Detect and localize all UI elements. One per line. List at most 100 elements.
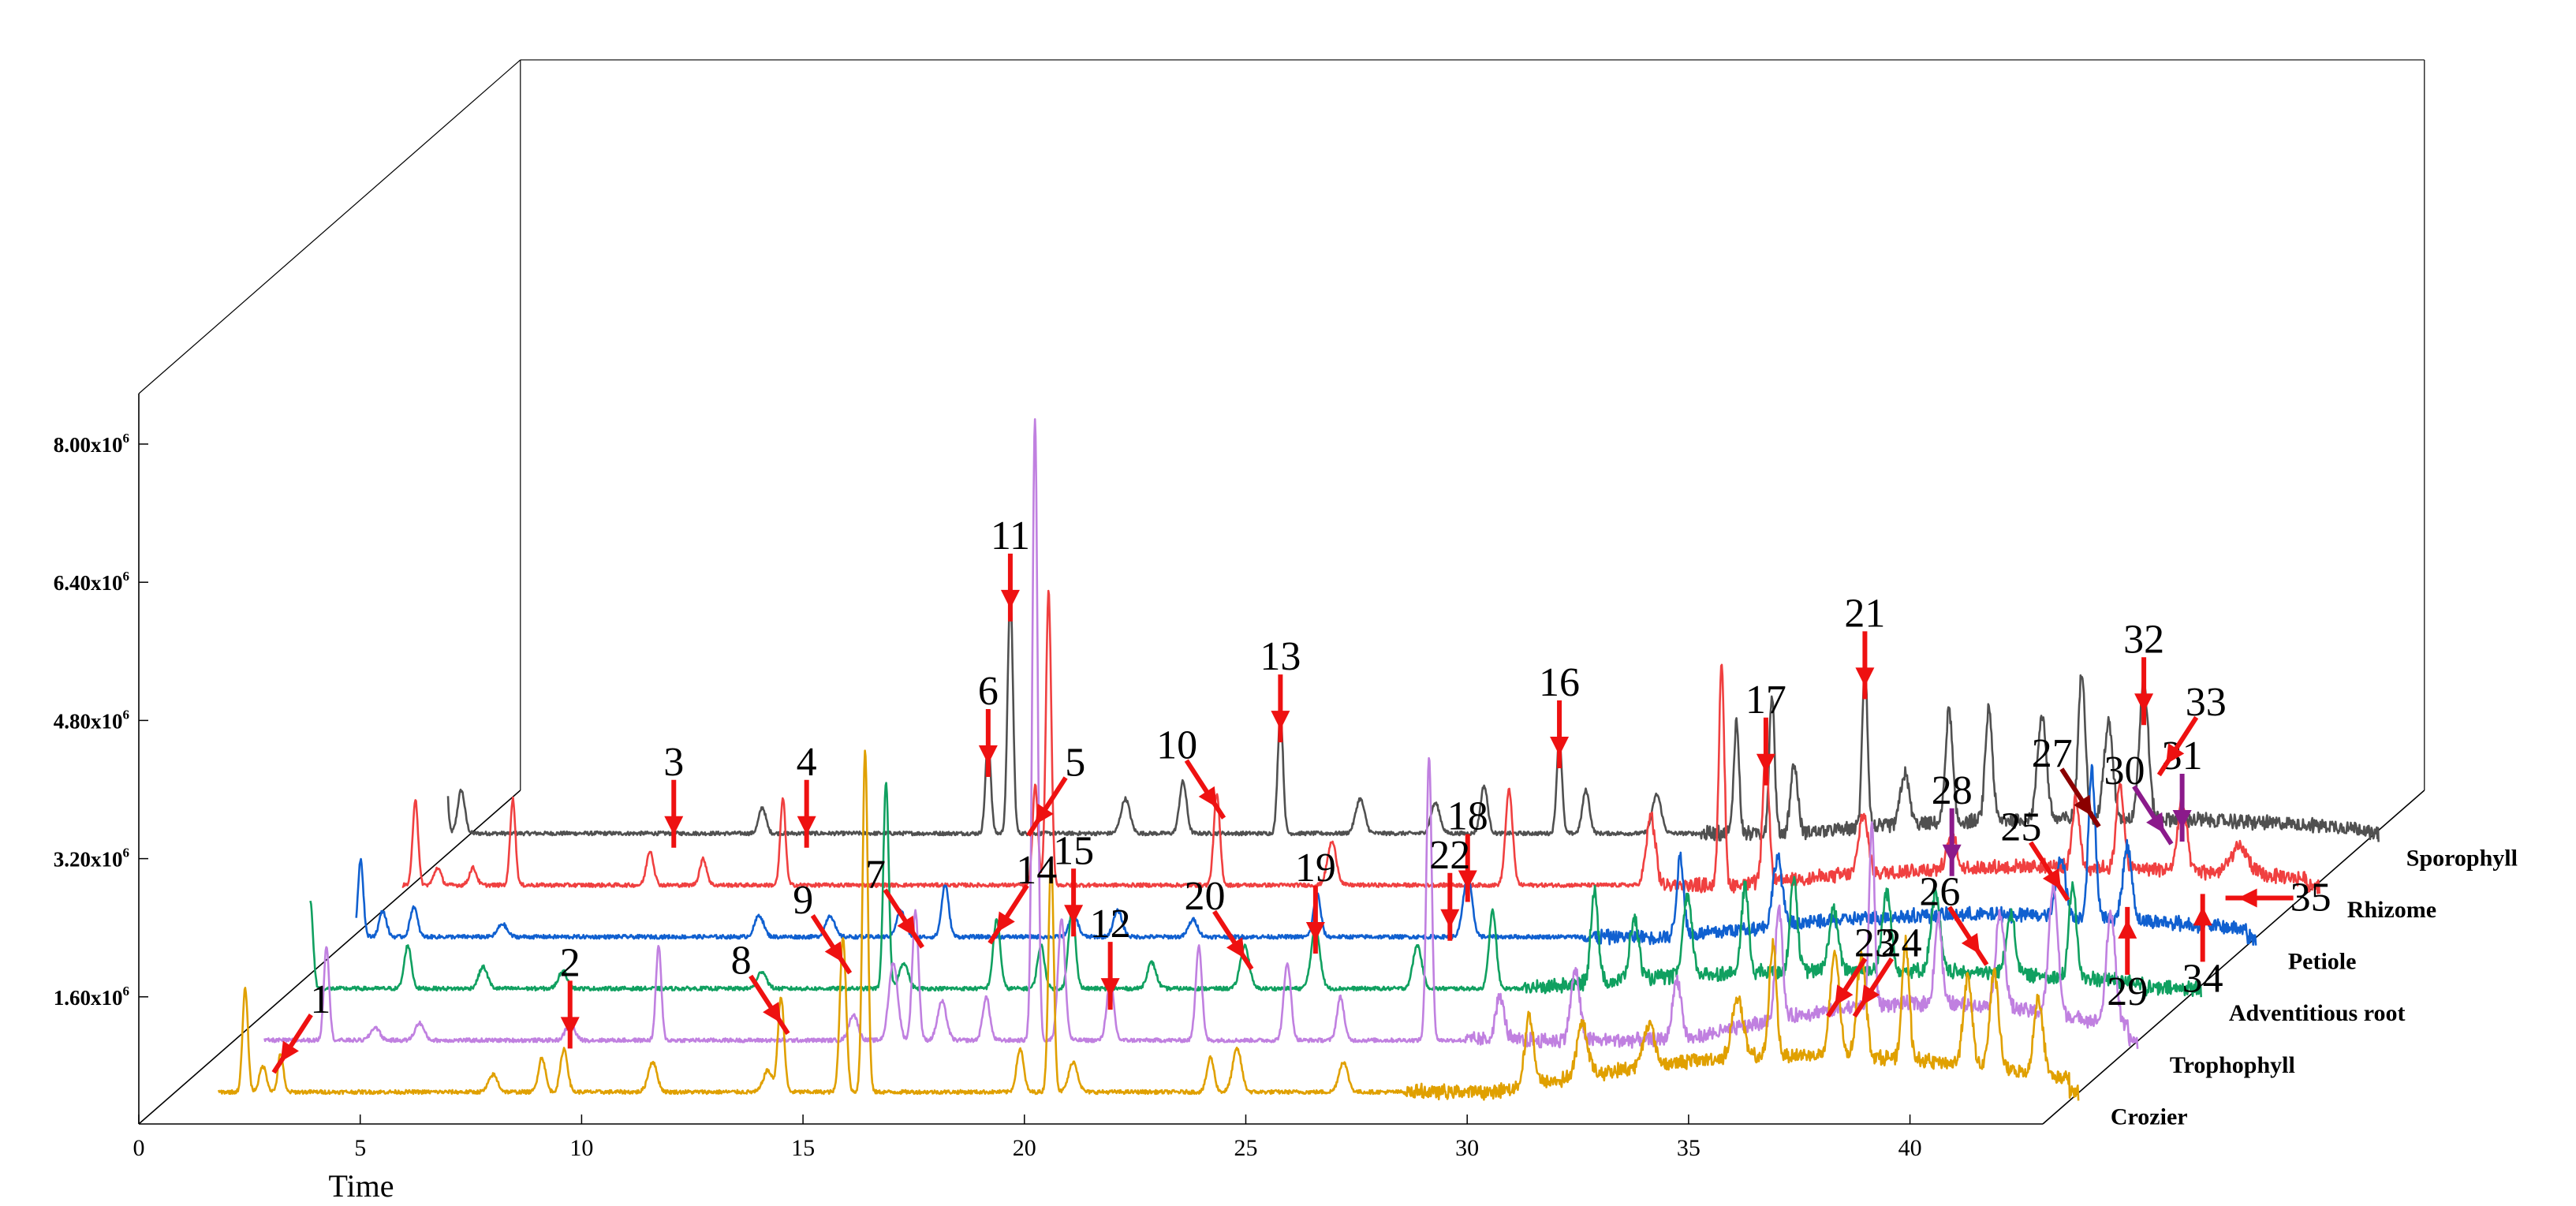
y-tick-exponent: 6 [123,846,130,861]
series-line-sporophyll [446,589,2380,842]
x-tick-label: 10 [569,1135,593,1161]
series-label: Crozier [2111,1103,2188,1129]
annotation-arrowhead-23 [1835,984,1854,1006]
x-tick-label: 15 [791,1135,815,1161]
peak-label-33: 33 [2186,680,2227,725]
floor-left-edge [138,790,521,1125]
annotation-arrowhead-32 [2134,693,2154,713]
x-axis-title: Time [328,1168,394,1204]
peak-label-18: 18 [1447,793,1488,838]
y-tick-label: 4.80x106 [54,707,129,733]
annotation-arrow-14 [987,883,1029,945]
annotation-arrow-10 [1184,759,1226,820]
peak-label-16: 16 [1539,660,1580,705]
peak-label-8: 8 [731,939,752,984]
x-tick-label: 0 [133,1135,145,1161]
annotation-arrow-30 [2132,785,2174,846]
peak-label-15: 15 [1053,828,1094,873]
y-tick-exponent: 6 [123,431,130,446]
y-tick-mantissa: 6.40x10 [54,571,123,595]
left-top-edge [138,59,521,394]
peak-label-2: 2 [560,940,581,985]
x-tick-label: 30 [1455,1135,1479,1161]
series-line-adventitious-root [309,782,2202,998]
peak-label-32: 32 [2123,617,2164,662]
y-tick-label: 6.40x106 [54,569,129,595]
y-tick-exponent: 6 [123,707,130,722]
peak-label-7: 7 [865,852,886,897]
annotation-arrowhead-5 [1035,803,1054,825]
peak-label-26: 26 [1919,869,1960,914]
annotation-arrowhead-2 [560,1017,580,1036]
peak-label-28: 28 [1932,768,1973,813]
annotation-arrowhead-19 [1305,922,1325,942]
annotation-arrow-25 [2029,841,2070,902]
x-tick-label: 35 [1677,1135,1701,1161]
annotation-arrowhead-8 [763,1002,782,1023]
annotation-arrowhead-9 [824,941,843,963]
y-tick-mantissa: 3.20x10 [54,848,123,872]
peak-label-19: 19 [1295,846,1336,890]
annotation-arrow-1 [271,1013,313,1074]
peak-label-21: 21 [1844,591,1885,636]
annotation-arrowhead-12 [1100,978,1120,998]
annotation-arrowhead-6 [978,745,998,764]
annotation-arrowhead-17 [1756,753,1775,773]
series-label: Petiole [2288,949,2357,975]
y-tick-mantissa: 8.00x10 [54,433,123,457]
peak-label-14: 14 [1016,848,1057,893]
annotation-arrowhead-25 [2042,868,2062,890]
annotation-arrowhead-20 [1226,937,1245,958]
annotation-arrowhead-13 [1271,711,1290,730]
y-tick-mantissa: 4.80x10 [54,709,123,733]
x-tick-label: 5 [354,1135,366,1161]
annotation-arrowhead-31 [2172,809,2192,829]
annotation-arrowhead-3 [664,816,684,835]
peak-label-11: 11 [991,513,1030,558]
annotation-arrow-9 [810,914,853,975]
annotation-arrowhead-1 [280,1040,299,1062]
annotation-arrowhead-21 [1855,667,1875,687]
y-tick-label: 8.00x106 [54,431,129,457]
series-layer [217,418,2380,1101]
annotation-arrowhead-14 [996,911,1015,933]
peak-label-12: 12 [1090,902,1131,947]
peak-label-22: 22 [1429,833,1470,878]
annotation-arrow-24 [1852,957,1895,1018]
x-tick-label: 20 [1013,1135,1036,1161]
y-tick-label: 3.20x106 [54,846,129,872]
y-tick-mantissa: 1.60x10 [54,986,123,1010]
peak-label-9: 9 [793,878,813,923]
peak-label-10: 10 [1156,722,1197,767]
annotation-arrow-33 [2156,715,2199,777]
annotation-arrowhead-28 [1942,844,1962,864]
peak-label-24: 24 [1881,921,1922,966]
y-tick-label: 1.60x106 [54,984,129,1010]
annotation-arrowhead-35 [2238,888,2257,908]
y-tick-exponent: 6 [123,984,130,999]
annotation-arrowhead-27 [2074,794,2093,816]
annotation-arrowhead-26 [1961,932,1980,954]
x-tick-label: 25 [1234,1135,1257,1161]
peak-label-5: 5 [1065,740,1085,785]
annotation-arrow-5 [1026,776,1068,837]
annotation-arrowhead-30 [2146,812,2165,834]
annotation-arrow-26 [1947,905,1989,966]
chart-frame [138,59,2425,1125]
axis-labels-layer: 0 5 10 15 20 25 30 35 40Time1.60x1063.20x1064.80… [54,431,2518,1204]
annotation-arrowhead-16 [1550,737,1570,756]
annotation-arrowhead-10 [1198,786,1217,808]
annotation-arrow-20 [1212,909,1254,971]
peak-label-6: 6 [978,669,999,714]
annotation-arrow-8 [749,974,790,1036]
peak-label-30: 30 [2104,749,2145,793]
annotation-arrowhead-29 [2118,919,2137,939]
peak-label-4: 4 [797,740,817,785]
annotation-arrow-23 [1826,957,1868,1018]
annotation-arrowhead-11 [1000,589,1020,609]
y-tick-exponent: 6 [123,569,130,584]
x-tick-label: 40 [1898,1135,1922,1161]
series-label: Adventitious root [2229,1000,2406,1026]
annotation-arrowhead-18 [1458,870,1477,890]
